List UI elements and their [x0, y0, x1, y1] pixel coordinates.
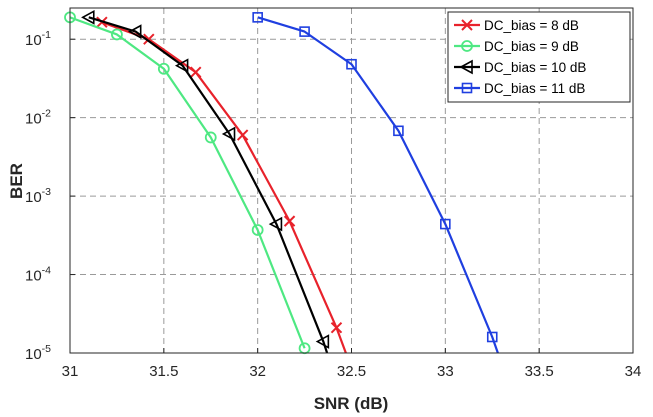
- legend-marker: [459, 59, 473, 75]
- legend-entry: DC_bias = 9 dB: [454, 39, 579, 54]
- legend: DC_bias = 8 dB DC_bias = 9 dB DC_bias = 10…: [447, 11, 631, 103]
- data-point: [81, 10, 95, 25]
- data-point: [315, 334, 330, 349]
- x-tick-label: 32.5: [337, 363, 366, 380]
- x-tick-label: 31.5: [149, 363, 178, 380]
- data-point: [221, 126, 236, 142]
- data-point: [251, 224, 264, 236]
- legend-marker: [461, 40, 473, 52]
- y-tick-label: 10-5: [25, 343, 51, 363]
- series-2: [64, 11, 311, 355]
- series-line: [69, 16, 306, 349]
- x-tick-label: 33: [437, 363, 454, 380]
- series-4: [252, 12, 499, 354]
- x-tick-label: 34: [625, 363, 642, 380]
- data-point: [252, 12, 263, 23]
- data-point: [486, 331, 498, 343]
- y-tick-label: 10-2: [25, 108, 51, 128]
- y-tick-label: 10-4: [25, 265, 51, 285]
- data-point: [204, 131, 217, 144]
- legend-label: DC_bias = 11 dB: [484, 81, 585, 96]
- series-3: [81, 10, 330, 354]
- x-tick-label: 33.5: [525, 363, 554, 380]
- y-axis-label: BER: [7, 163, 26, 199]
- data-point: [157, 62, 170, 75]
- legend-label: DC_bias = 8 dB: [484, 18, 579, 33]
- y-tick-label: 10-3: [25, 186, 51, 206]
- legend-entry: DC_bias = 8 dB: [454, 18, 579, 33]
- data-point: [190, 66, 202, 78]
- data-point: [283, 215, 296, 227]
- series-line: [257, 16, 499, 354]
- y-axis-ticks: 10-1 10-2 10-3 10-4 10-5: [25, 29, 75, 363]
- x-axis-ticks: 31 31.5 32 32.5 33 33.5 34: [62, 348, 642, 380]
- x-tick-label: 31: [62, 363, 79, 380]
- data-point: [440, 218, 451, 230]
- data-point: [346, 58, 357, 70]
- legend-entry: DC_bias = 11 dB: [454, 81, 585, 96]
- data-point: [111, 28, 123, 41]
- legend-marker: [461, 19, 473, 31]
- data-point: [393, 125, 404, 137]
- data-point: [268, 216, 283, 232]
- data-point: [236, 129, 249, 141]
- data-point: [299, 26, 310, 37]
- legend-label: DC_bias = 9 dB: [484, 39, 579, 54]
- data-point: [128, 24, 142, 39]
- x-axis-label: SNR (dB): [314, 394, 389, 413]
- series-layer: [64, 10, 499, 355]
- data-point: [174, 58, 189, 74]
- legend-marker: [461, 82, 473, 94]
- legend-entry: DC_bias = 10 dB: [454, 59, 586, 75]
- data-point: [330, 322, 343, 334]
- series-line: [88, 16, 329, 354]
- grid: [70, 8, 633, 353]
- x-tick-label: 32: [249, 363, 266, 380]
- legend-label: DC_bias = 10 dB: [484, 60, 586, 75]
- y-tick-label: 10-1: [25, 29, 51, 49]
